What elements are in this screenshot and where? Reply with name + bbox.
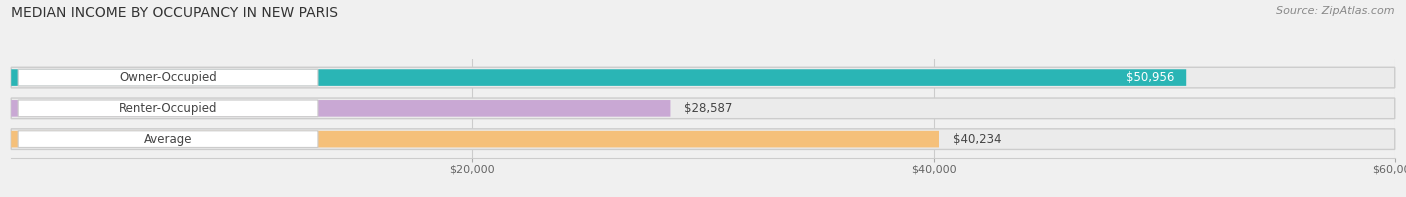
Text: $50,956: $50,956 (1126, 71, 1174, 84)
Text: Renter-Occupied: Renter-Occupied (118, 102, 218, 115)
Text: Average: Average (143, 133, 193, 146)
Text: $28,587: $28,587 (685, 102, 733, 115)
FancyBboxPatch shape (11, 131, 939, 147)
FancyBboxPatch shape (11, 129, 1395, 150)
Text: $40,234: $40,234 (953, 133, 1001, 146)
FancyBboxPatch shape (11, 98, 1395, 119)
FancyBboxPatch shape (11, 100, 671, 117)
FancyBboxPatch shape (18, 69, 318, 86)
Text: MEDIAN INCOME BY OCCUPANCY IN NEW PARIS: MEDIAN INCOME BY OCCUPANCY IN NEW PARIS (11, 6, 339, 20)
Text: Source: ZipAtlas.com: Source: ZipAtlas.com (1277, 6, 1395, 16)
Text: Owner-Occupied: Owner-Occupied (120, 71, 217, 84)
FancyBboxPatch shape (18, 100, 318, 117)
FancyBboxPatch shape (11, 67, 1395, 88)
FancyBboxPatch shape (11, 69, 1187, 86)
FancyBboxPatch shape (18, 131, 318, 147)
